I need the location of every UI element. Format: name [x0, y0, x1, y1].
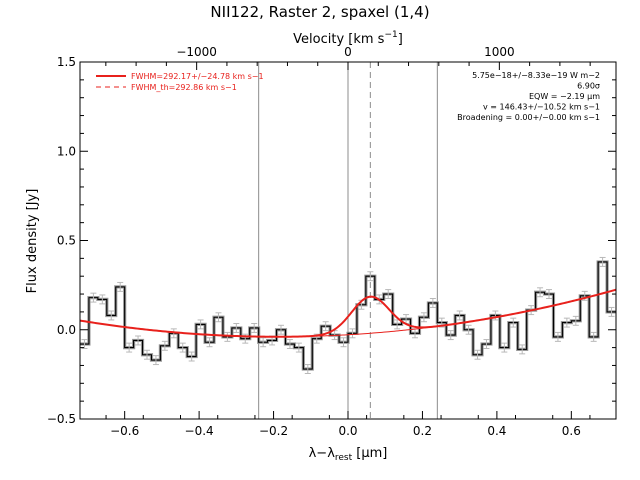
legend-label-fwhm-th: FWHM_th=292.86 km s−1	[131, 83, 237, 92]
error-bar	[90, 292, 97, 303]
x-tick-label: −0.4	[185, 424, 214, 438]
x-tick-label: −0.2	[259, 424, 288, 438]
velocity-tick-label: −1000	[176, 45, 217, 59]
error-bar	[367, 271, 374, 282]
x-tick-label: 0.0	[338, 424, 357, 438]
error-bar	[161, 340, 168, 351]
annotation-text: v = 146.43+/−10.52 km s−1	[483, 103, 600, 112]
error-bar	[474, 349, 481, 360]
error-bar	[456, 310, 463, 321]
error-bar	[590, 331, 597, 342]
error-bar	[295, 342, 302, 353]
error-bar	[260, 337, 267, 348]
error-bar	[152, 355, 159, 366]
y-tick-label: −0.5	[47, 412, 76, 426]
annotation-text: EQW = −2.19 μm	[529, 92, 600, 101]
error-bar	[81, 339, 88, 349]
x-tick-label: −0.6	[110, 424, 139, 438]
velocity-tick-label: 1000	[484, 45, 515, 59]
annotation-text: 6.90σ	[577, 82, 600, 91]
y-tick-label: 1.0	[57, 144, 76, 158]
error-bar	[554, 331, 561, 342]
error-bar	[429, 298, 436, 308]
x-tick-label: 0.2	[413, 424, 432, 438]
error-bar	[126, 342, 133, 353]
velocity-tick-label: 0	[344, 45, 352, 59]
error-bar	[510, 317, 517, 328]
error-bar	[251, 323, 258, 333]
error-bar	[215, 312, 222, 323]
error-bar	[447, 330, 454, 341]
error-bar	[233, 323, 240, 333]
error-bar	[135, 335, 142, 346]
error-bar	[224, 331, 231, 342]
y-tick-label: 0.5	[57, 234, 76, 248]
error-bar	[599, 256, 606, 267]
error-bar	[188, 351, 195, 362]
data-step-line	[80, 261, 616, 370]
x-tick-label: 0.6	[562, 424, 581, 438]
error-bar	[286, 339, 293, 349]
annotation-text: Broadening = 0.00+/−0.00 km s−1	[457, 113, 600, 122]
error-bar	[492, 310, 499, 321]
error-bar	[197, 319, 204, 330]
error-bar	[420, 312, 427, 323]
error-bar	[519, 344, 526, 355]
chart-title: NII122, Raster 2, spaxel (1,4)	[210, 3, 429, 21]
y-tick-label: 0.0	[57, 323, 76, 337]
error-bar	[563, 317, 570, 328]
plot-area	[80, 62, 616, 419]
error-bar	[117, 281, 124, 292]
error-bar	[349, 328, 356, 339]
error-bar	[546, 289, 552, 300]
error-bar	[170, 328, 177, 339]
error-bar	[278, 324, 284, 335]
error-bar	[572, 315, 579, 326]
error-bar	[385, 289, 392, 300]
error-bar	[179, 342, 186, 353]
error-bar	[99, 294, 106, 305]
y-axis-label: Flux density [Jy]	[25, 189, 40, 294]
error-bar	[465, 324, 472, 335]
legend-label-fwhm: FWHM=292.17+/−24.78 km s−1	[131, 72, 264, 81]
top-axis-label: Velocity [km s−1]	[293, 30, 403, 47]
y-tick-label: 1.5	[57, 55, 76, 69]
error-bar	[108, 310, 115, 321]
error-bar	[322, 321, 329, 332]
error-bar	[340, 337, 347, 348]
gaussian-fit-line	[80, 288, 616, 338]
x-axis-label: λ−λrest [μm]	[309, 446, 388, 463]
error-bar	[144, 349, 150, 360]
error-bar	[483, 339, 490, 349]
error-bar	[206, 337, 213, 348]
error-bar	[608, 306, 615, 317]
error-bar	[304, 364, 311, 374]
error-bar	[501, 342, 508, 353]
x-tick-label: 0.4	[487, 424, 506, 438]
annotation-text: 5.75e−18+/−8.33e−19 W m−2	[472, 71, 600, 80]
error-bar	[537, 287, 544, 298]
